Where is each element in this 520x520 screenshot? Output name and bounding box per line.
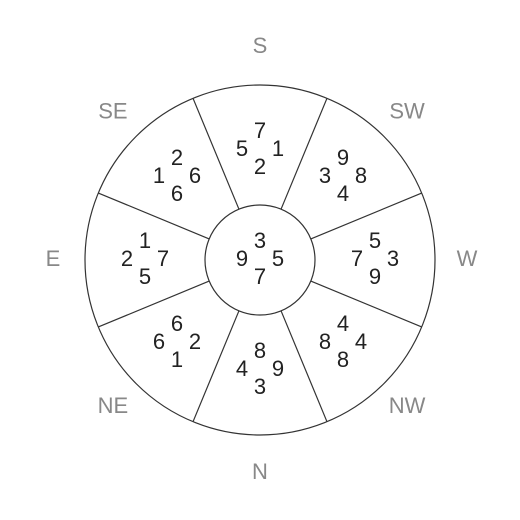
cell-sw-left: 3 bbox=[319, 163, 331, 188]
cell-se-bottom: 6 bbox=[171, 181, 183, 206]
direction-label-e: E bbox=[46, 246, 61, 271]
cell-nw-left: 8 bbox=[319, 329, 331, 354]
cell-ne-bottom: 1 bbox=[171, 347, 183, 372]
cell-ne-top: 6 bbox=[171, 311, 183, 336]
cell-center-left: 9 bbox=[236, 246, 248, 271]
cell-e-left: 2 bbox=[121, 246, 133, 271]
cell-n-left: 4 bbox=[236, 356, 248, 381]
spoke-1 bbox=[281, 311, 327, 422]
cell-sw-right: 8 bbox=[355, 163, 367, 188]
cell-s-top: 7 bbox=[254, 118, 266, 143]
spoke-6 bbox=[281, 98, 327, 209]
spoke-5 bbox=[193, 98, 239, 209]
direction-label-w: W bbox=[457, 246, 478, 271]
cell-s-bottom: 2 bbox=[254, 154, 266, 179]
cell-s-left: 5 bbox=[236, 136, 248, 161]
cell-s-right: 1 bbox=[272, 136, 284, 161]
spoke-3 bbox=[98, 281, 209, 327]
cell-w-top: 5 bbox=[369, 228, 381, 253]
cell-n-bottom: 3 bbox=[254, 374, 266, 399]
cell-e-top: 1 bbox=[139, 228, 151, 253]
spoke-4 bbox=[98, 193, 209, 239]
cell-ne-left: 6 bbox=[153, 329, 165, 354]
direction-label-ne: NE bbox=[98, 393, 129, 418]
inner-ring bbox=[205, 205, 315, 315]
cell-nw-right: 4 bbox=[355, 329, 367, 354]
direction-label-n: N bbox=[252, 459, 268, 484]
cell-e-bottom: 5 bbox=[139, 264, 151, 289]
spoke-0 bbox=[311, 281, 422, 327]
cell-nw-bottom: 8 bbox=[337, 347, 349, 372]
spoke-2 bbox=[193, 311, 239, 422]
cell-ne-right: 2 bbox=[189, 329, 201, 354]
cell-e-right: 7 bbox=[157, 246, 169, 271]
spoke-7 bbox=[311, 193, 422, 239]
cell-nw-top: 4 bbox=[337, 311, 349, 336]
cell-w-bottom: 9 bbox=[369, 264, 381, 289]
direction-label-s: S bbox=[253, 33, 268, 58]
cell-n-top: 8 bbox=[254, 338, 266, 363]
cell-w-right: 3 bbox=[387, 246, 399, 271]
cell-sw-bottom: 4 bbox=[337, 181, 349, 206]
cell-se-left: 1 bbox=[153, 163, 165, 188]
cell-center-top: 3 bbox=[254, 228, 266, 253]
cell-center-right: 5 bbox=[272, 246, 284, 271]
direction-label-se: SE bbox=[98, 99, 127, 124]
cell-w-left: 7 bbox=[351, 246, 363, 271]
flying-star-chart: SSWWNWNNEESE3957751293845739484884936621… bbox=[0, 0, 520, 520]
cell-sw-top: 9 bbox=[337, 145, 349, 170]
direction-label-nw: NW bbox=[389, 393, 426, 418]
cell-n-right: 9 bbox=[272, 356, 284, 381]
direction-label-sw: SW bbox=[389, 99, 425, 124]
cell-center-bottom: 7 bbox=[254, 264, 266, 289]
cell-se-top: 2 bbox=[171, 145, 183, 170]
cell-se-right: 6 bbox=[189, 163, 201, 188]
